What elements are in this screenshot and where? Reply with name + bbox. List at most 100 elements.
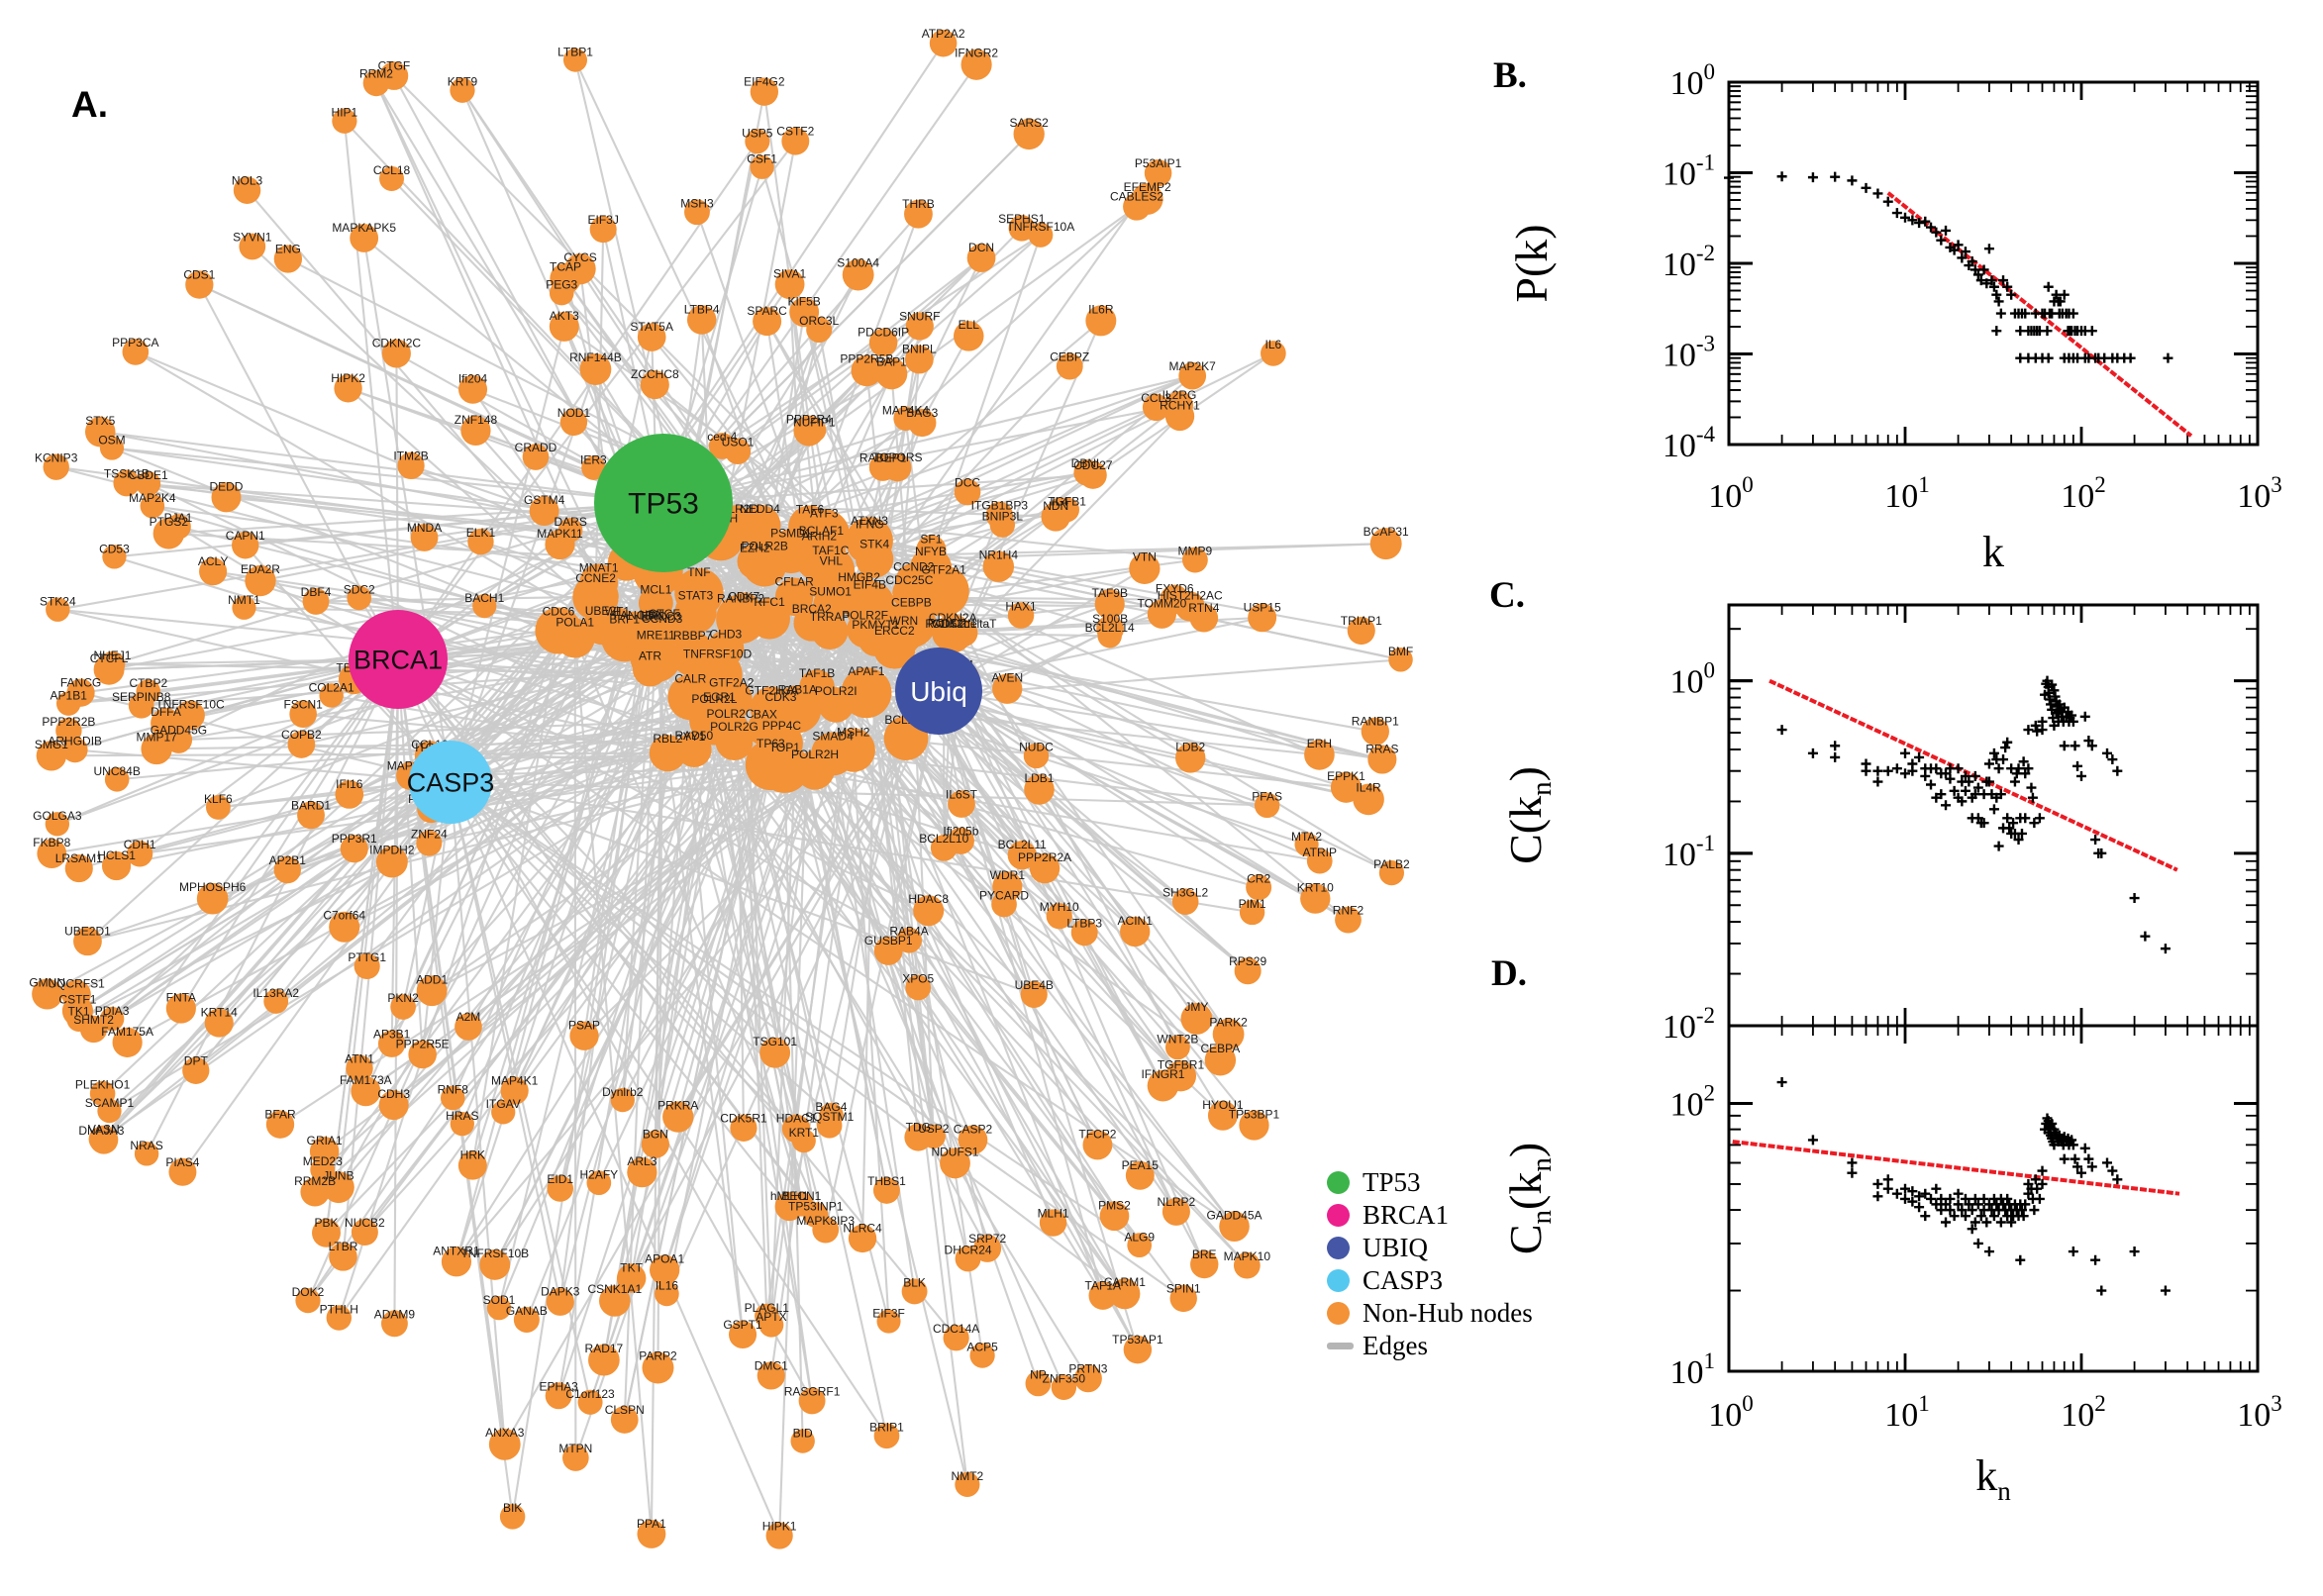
network-node-label: CEBPA <box>1200 1042 1240 1055</box>
network-node-label: RBL2 <box>653 732 682 746</box>
network-node <box>89 1125 119 1154</box>
network-node-label: TNFRSF10A <box>1007 220 1075 234</box>
network-node <box>1175 743 1206 773</box>
network-node-label: PKN2 <box>387 991 419 1005</box>
plus-marker <box>2079 711 2090 722</box>
network-node-label: CDKN2A <box>929 611 977 625</box>
network-edge <box>449 326 565 783</box>
network-node-label: POLR2G <box>710 720 758 734</box>
plus-marker <box>2004 823 2015 834</box>
network-node <box>408 1040 437 1069</box>
network-node-label: MTA2 <box>1291 830 1322 844</box>
network-node-label: PJA1 <box>164 511 193 525</box>
network-node-label: CTGF <box>378 58 411 72</box>
network-node-label: CALR <box>674 671 706 685</box>
network-node-label: TRRAP <box>810 610 851 624</box>
network-node-label: LDB1 <box>1024 771 1054 785</box>
plus-marker <box>1907 1186 1918 1197</box>
network-edge <box>111 781 452 1020</box>
plus-marker <box>2125 352 2136 363</box>
network-node-label: ZNF24 <box>411 828 448 842</box>
network-node <box>985 501 1014 530</box>
plus-marker <box>2000 743 2011 753</box>
network-node-label: GSPT1 <box>723 1318 762 1332</box>
y-tick-label: 10-2 <box>1663 241 1715 283</box>
network-node-label: SMAD4 <box>812 730 854 744</box>
network-node <box>486 1296 512 1321</box>
network-node-label: ACLY <box>198 554 228 568</box>
plus-marker <box>1882 1174 1893 1185</box>
network-node <box>893 406 918 431</box>
network-node <box>61 979 91 1010</box>
x-axis-title: kn <box>1975 1451 2011 1506</box>
network-node <box>239 233 266 260</box>
network-node <box>655 1281 679 1307</box>
network-node <box>991 891 1017 918</box>
network-node <box>37 839 67 868</box>
network-node <box>650 1254 680 1285</box>
network-node-label: DHCR24 <box>945 1243 992 1256</box>
network-node-label: ANXA3 <box>485 1426 525 1440</box>
network-node <box>1171 888 1199 915</box>
plus-marker <box>2070 1153 2080 1164</box>
network-node <box>765 1522 793 1549</box>
network-node <box>346 1054 373 1082</box>
network-node <box>816 1113 843 1139</box>
network-node <box>375 846 408 878</box>
network-node <box>1164 390 1194 420</box>
network-edge <box>943 590 1179 1048</box>
network-node-label: RNF144B <box>569 350 622 364</box>
plus-marker <box>1776 725 1787 736</box>
plus-marker <box>2107 754 2118 765</box>
network-node <box>901 1278 928 1305</box>
plus-marker <box>1926 1193 1937 1204</box>
network-node <box>99 436 125 460</box>
network-edge <box>393 767 786 1106</box>
network-node <box>1367 745 1397 774</box>
network-node <box>46 597 70 622</box>
network-node-label: DCC <box>955 476 980 490</box>
network-edge <box>719 141 797 539</box>
plus-marker <box>1830 751 1841 762</box>
plus-marker <box>2032 726 2043 737</box>
network-node <box>134 1142 159 1166</box>
network-node-label: GTF2A1 <box>921 562 966 576</box>
network-node <box>549 311 579 342</box>
network-node-label: Ifi204 <box>458 372 488 386</box>
plus-marker <box>1970 1217 1980 1228</box>
network-node-label: BARD1 <box>291 798 331 812</box>
network-node-label: IL4 <box>1052 495 1068 509</box>
network-node-label: ERCC2 <box>874 624 915 638</box>
plus-marker <box>2018 1211 2029 1222</box>
network-node <box>589 216 617 244</box>
network-node-label: A2M <box>456 1010 481 1024</box>
plus-marker <box>1949 785 1960 796</box>
network-node-label: RASGRF1 <box>784 1384 841 1398</box>
network-node-label: CDK3 <box>764 690 796 704</box>
network-node-label: MAPKAPK5 <box>332 221 396 235</box>
network-node-label: SQSTM1 <box>805 1110 855 1124</box>
network-node-label: WDR1 <box>990 868 1026 882</box>
network-node-label: TK1 <box>68 1005 90 1019</box>
network-node <box>1353 783 1384 816</box>
network-node-label: SEPHS1 <box>998 212 1046 226</box>
y-tick-label: 10-1 <box>1663 150 1715 193</box>
network-node-label: BRIP1 <box>869 1420 904 1434</box>
network-edge <box>630 690 940 1279</box>
network-node-label: MNDA <box>407 521 442 535</box>
network-node <box>297 801 325 830</box>
network-node <box>638 585 673 621</box>
network-node <box>868 453 897 481</box>
network-node-label: ARIH2 <box>802 530 838 544</box>
network-node-label: SIVA1 <box>773 266 806 280</box>
network-node-label: RRAS <box>1365 742 1398 755</box>
legend-item-nonhub: Non-Hub nodes <box>1327 1297 1533 1330</box>
network-node-label: IFNGR1 <box>1141 1067 1184 1081</box>
network-node-label: EIF3J <box>588 213 619 227</box>
network-edge <box>397 141 758 660</box>
network-node <box>122 339 150 365</box>
network-node <box>868 328 898 357</box>
plus-marker <box>1920 1188 1931 1199</box>
plus-marker <box>2020 813 2031 824</box>
network-node <box>892 575 927 611</box>
